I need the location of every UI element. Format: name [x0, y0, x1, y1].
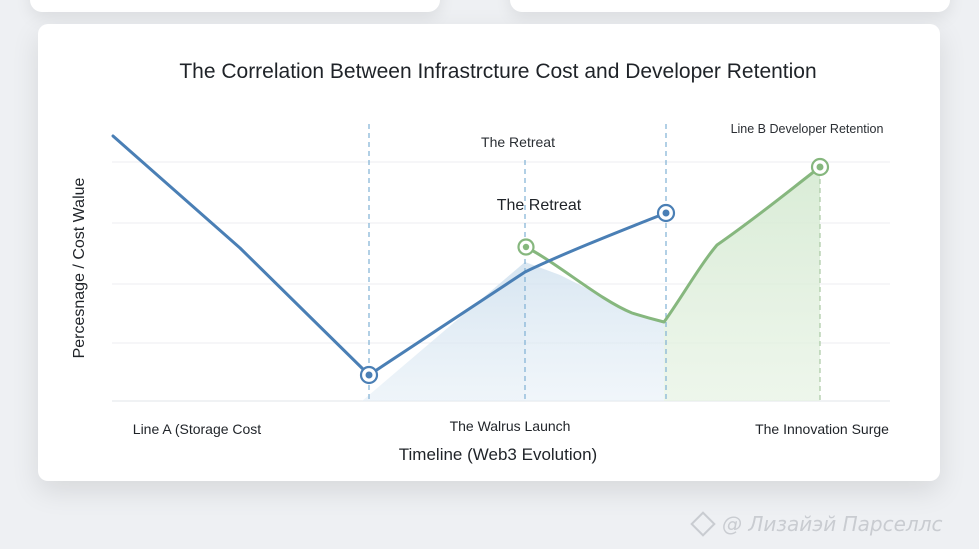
background-card-right — [510, 0, 950, 12]
x-tick-label: The Walrus Launch — [450, 418, 571, 434]
background-card-left — [30, 0, 440, 12]
chart-title: The Correlation Between Infrastrcture Co… — [179, 60, 816, 83]
area-under-line-b-left — [525, 262, 664, 401]
line-a-point — [656, 203, 676, 223]
annotation-label: The Retreat — [481, 134, 555, 150]
area-under-line-a — [362, 262, 525, 401]
line-b-series — [524, 165, 822, 324]
watermark: @ Лизайэй Парселлс — [690, 511, 943, 537]
watermark-text: @ Лизайэй Парселлс — [722, 512, 943, 536]
line-b-point — [517, 238, 535, 256]
line-a-series — [111, 134, 668, 377]
area-under-line-b-right — [664, 167, 820, 401]
x-axis-label: Timeline (Web3 Evolution) — [399, 445, 597, 464]
diamond-logo-icon — [690, 511, 716, 537]
x-tick-label: Line A (Storage Cost — [133, 421, 262, 437]
line-b-point — [810, 157, 830, 177]
x-tick-label: The Innovation Surge — [755, 421, 889, 437]
y-axis-label: Percesnage / Cost Walue — [71, 177, 88, 358]
annotation-label: The Retreat — [497, 197, 582, 214]
line-a-point — [359, 365, 379, 385]
line-b-label: Line B Developer Retention — [731, 122, 884, 136]
